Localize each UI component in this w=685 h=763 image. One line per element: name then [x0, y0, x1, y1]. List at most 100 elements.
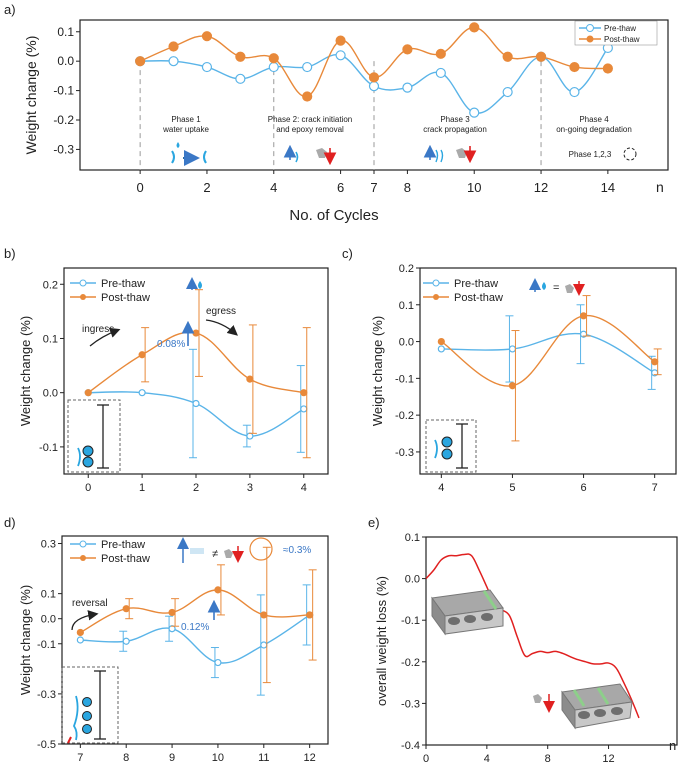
legend: Pre-thaw Post-thaw — [423, 278, 503, 304]
y-tick-label: -0.5 — [37, 739, 56, 751]
phase2-icons — [283, 144, 337, 166]
crack-icon — [295, 151, 299, 163]
series-group — [76, 546, 317, 696]
crack-right-icon — [203, 150, 207, 164]
legend-post-marker — [80, 555, 86, 561]
y-tick-label: -0.1 — [39, 442, 58, 454]
x-unit-label: n — [669, 738, 676, 753]
legend-post-label: Post-thaw — [454, 292, 503, 304]
y-tick-label: 0.2 — [43, 279, 58, 291]
phase4-line2: on-going degradation — [556, 125, 632, 134]
panel-label-c: c) — [342, 246, 353, 261]
data-point-pre-thaw — [235, 73, 246, 84]
data-point-pre-thaw — [435, 67, 446, 79]
series-group — [135, 22, 613, 118]
inset-box — [61, 666, 119, 744]
data-point-post-thaw — [168, 608, 176, 617]
delta-label: 0.12% — [181, 622, 209, 633]
x-axis-label: No. of Cycles — [289, 207, 378, 224]
crack-tip-icon — [67, 736, 72, 744]
x-tick-label: 7 — [370, 180, 377, 195]
y-tick-label: 0.1 — [43, 333, 58, 345]
x-tick-label: 2 — [193, 482, 199, 494]
x-tick-label: 5 — [509, 482, 515, 494]
data-point-pre-thaw — [437, 345, 445, 353]
legend-pre-label: Pre-thaw — [604, 24, 636, 33]
crack-icon — [77, 447, 81, 467]
data-point-pre-thaw — [502, 86, 513, 98]
phase4-line1: Phase 4 — [579, 115, 609, 124]
x-tick-label: 6 — [337, 180, 344, 195]
reversal-arrow — [71, 610, 99, 631]
specimen-inset — [425, 419, 477, 473]
particle-icon — [82, 456, 94, 468]
legend: Pre-thaw Post-thaw — [70, 539, 150, 565]
x-tick-label: 12 — [534, 180, 548, 195]
panel-label-e: e) — [368, 515, 380, 530]
imbalance-icons: ≠ — [177, 537, 244, 563]
balance-icons: = — [529, 278, 585, 296]
panel-label-a: a) — [4, 2, 16, 17]
plot-frame — [419, 267, 677, 475]
data-point-pre-thaw — [300, 405, 308, 413]
y-tick-label: 0.0 — [57, 54, 74, 68]
chart-b: 0.2 0.1 0.0 -0.1 0 1 2 3 4 Weight change (%) Pre… — [18, 267, 329, 494]
debris-icon — [316, 148, 327, 158]
x-tick-label: 8 — [545, 753, 551, 763]
crack-icon — [434, 439, 438, 459]
y-tick-label: 0.0 — [405, 574, 420, 586]
aggregate-icon — [464, 615, 476, 623]
egress-label: egress — [206, 306, 236, 317]
highlight-circle — [249, 537, 273, 561]
data-point-post-thaw — [302, 91, 313, 102]
series-group — [425, 553, 640, 719]
x-tick-label: 0 — [137, 180, 144, 195]
series-line-pre-thaw — [441, 332, 656, 374]
y-tick-label: 0.1 — [41, 589, 56, 601]
x-tick-label: 12 — [304, 752, 316, 763]
data-point-pre-thaw — [569, 86, 580, 98]
phase2-line2: and epoxy removal — [276, 125, 344, 134]
phase3-line1: Phase 3 — [440, 115, 470, 124]
x-tick-label: 2 — [203, 180, 210, 195]
inset-box — [425, 419, 477, 473]
legend-post-label: Post-thaw — [604, 35, 640, 44]
aggregate-icon — [448, 617, 460, 625]
chart-a: 0.1 0.0 -0.1 -0.2 -0.3 0 2 4 6 7 8 10 12 14 Weight ch… — [23, 19, 669, 224]
y-tick-label: -0.1 — [53, 84, 74, 98]
reversal-label: reversal — [72, 598, 108, 609]
legend-pre-label: Pre-thaw — [101, 278, 145, 290]
y-tick-label: 0.3 — [41, 539, 56, 551]
series-line-pre-thaw — [88, 391, 305, 437]
data-point-post-thaw — [260, 611, 268, 619]
data-point-post-thaw — [214, 586, 222, 594]
data-point-post-thaw — [138, 351, 146, 359]
data-point-post-thaw — [402, 44, 413, 55]
series-line-overall — [425, 553, 640, 719]
data-point-post-thaw — [602, 63, 613, 74]
phase1-line1: Phase 1 — [171, 115, 201, 124]
y-tick-label: -0.4 — [401, 740, 420, 752]
y-tick-label: -0.2 — [395, 410, 414, 422]
legend-pre-marker — [79, 279, 87, 287]
y-axis-label: Weight change (%) — [370, 316, 385, 426]
phase123-label: Phase 1,2,3 — [569, 150, 612, 159]
series-group — [84, 289, 311, 459]
phase-annotations: Phase 1 water uptake Phase 2: crack init… — [162, 115, 637, 161]
specimen-inset — [67, 399, 121, 473]
x-tick-label: 14 — [601, 180, 615, 195]
legend-pre-label: Pre-thaw — [101, 539, 145, 551]
delta-label: 0.08% — [157, 339, 185, 350]
data-point-post-thaw — [76, 628, 84, 637]
ingress-label: ingress — [82, 324, 114, 335]
panel-label-b: b) — [4, 246, 16, 261]
data-point-post-thaw — [368, 72, 380, 83]
x-tick-label: 0 — [85, 482, 91, 494]
x-tick-label: 12 — [602, 753, 614, 763]
water-drop-icon — [176, 142, 180, 148]
data-point-post-thaw — [192, 329, 200, 337]
data-point-pre-thaw — [214, 658, 222, 667]
data-point-pre-thaw — [138, 389, 146, 397]
particle-icon — [82, 445, 94, 457]
data-point-post-thaw — [569, 61, 580, 73]
